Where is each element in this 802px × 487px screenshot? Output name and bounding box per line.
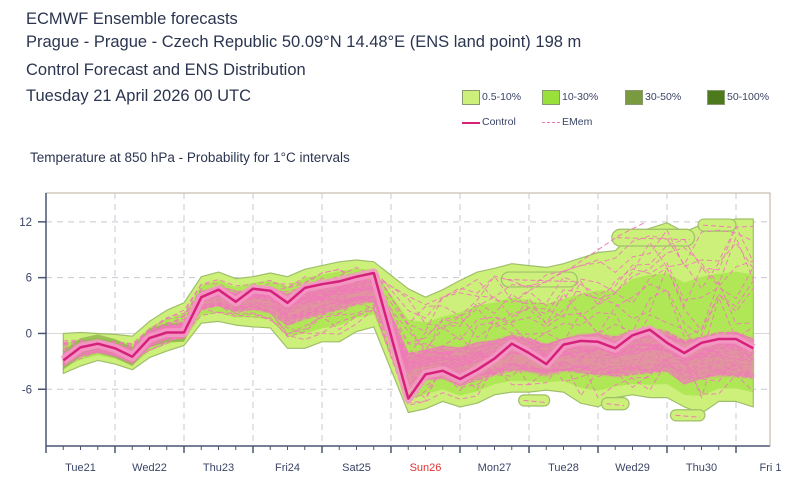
isolated-cluster [600,397,630,411]
header-location: Prague - Prague - Czech Republic 50.09°N… [26,33,582,51]
header-title: ECMWF Ensemble forecasts [26,10,238,28]
legend-emem-line [542,122,560,123]
legend-swatch-1 [542,90,560,105]
control-series [60,268,756,404]
ensemble-member-segment [616,237,690,241]
y-tick-label: 6 [26,273,32,285]
legend-swatch-2 [625,90,643,105]
ensemble-member-line [63,289,754,369]
header-product: Control Forecast and ENS Distribution [26,61,306,79]
ensemble-member-line [63,295,754,383]
chart-title: Temperature at 850 hPa - Probability for… [30,150,350,165]
ensemble-member-line [63,288,754,372]
isolated-cluster [697,218,737,232]
ensemble-member-segment [675,414,700,418]
ensemble-member-line [63,285,754,375]
isolated-cluster [669,409,706,422]
ensemble-member-line [63,304,754,404]
legend-swatch-0 [462,90,480,105]
ensemble-member-line [63,280,754,357]
isolated-cluster [518,394,551,407]
ensemble-member-line [63,225,754,346]
x-day-label: Thu30 [686,462,717,474]
axes: 12 6 0 -6 Tue21 Wed22 Thu23 Fri24 Sat25 Sun26 Mon2… [19,193,782,474]
legend-emem-label: EMem [562,116,593,128]
legend-swatch-3 [707,90,725,105]
ensemble-member-line [521,221,647,295]
ensemble-member-line [63,226,754,346]
x-day-label: Wed29 [615,462,650,474]
ensemble-member-segment [703,224,732,228]
header-date: Tuesday 21 April 2026 00 UTC [26,87,252,105]
x-day-label: Tue28 [548,462,579,474]
x-day-label: Wed22 [132,462,167,474]
x-day-label: Tue21 [65,462,96,474]
ensemble-member-line [63,229,754,347]
isolated-cluster [611,228,696,247]
ensemble-member-line [63,266,754,355]
ensemble-member-line [63,296,754,391]
x-day-label: Fri 1 [760,462,782,474]
ensemble-member-line [63,241,754,350]
ensemble-member-line [63,308,754,406]
ensemble-member-segment [523,399,545,403]
x-day-label: Thu23 [203,462,234,474]
ensemble-member-segment [606,403,625,407]
legend-label-1: 10-30% [562,91,599,103]
x-day-label: Sun26 [410,462,442,474]
ensemble-member-line [63,284,754,366]
ensemble-member-line [63,302,754,387]
ensemble-member-line [63,262,754,350]
x-day-label: Mon27 [478,462,512,474]
ensemble-member-line [63,279,754,359]
legend-control-line [462,122,480,124]
x-day-label: Fri24 [275,462,300,474]
control-line [62,271,754,400]
y-tick-label: 0 [26,328,32,340]
legend-control-label: Control [482,116,516,128]
legend-label-2: 30-50% [645,91,682,103]
legend-label-0: 0.5-10% [482,91,522,103]
ensemble-member-line [63,308,754,403]
legend-label-3: 50-100% [727,91,770,103]
ensemble-member-line [62,287,754,364]
isolated-cluster [500,271,578,288]
x-day-label: Sat25 [342,462,371,474]
y-tick-label: -6 [22,384,32,396]
ensemble-member-line [63,297,754,380]
y-tick-label: 12 [19,217,32,229]
